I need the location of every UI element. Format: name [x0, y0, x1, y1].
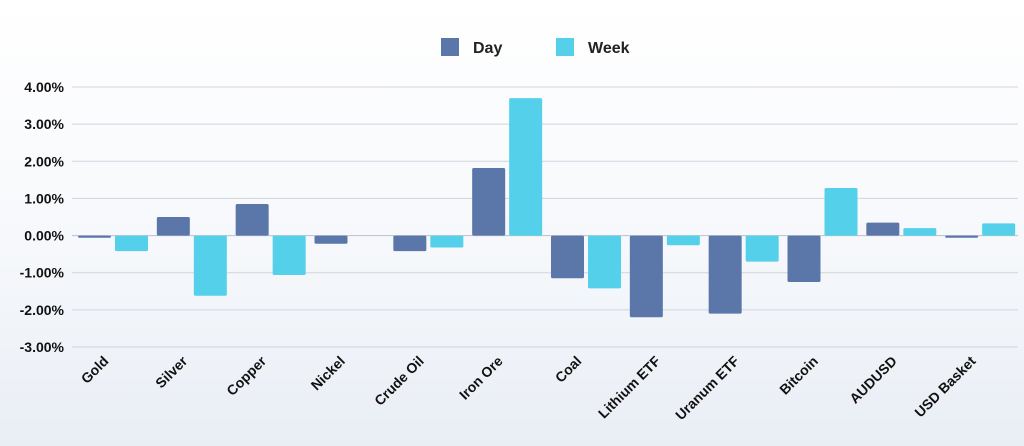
x-tick-label: Iron Ore [456, 353, 506, 403]
bar-week-bitcoin [824, 188, 858, 236]
x-tick-label: Bitcoin [776, 353, 821, 398]
bar-day-gold [78, 235, 111, 238]
x-tick-label: Crude Oil [371, 353, 427, 409]
bar-day-lithium-etf [629, 235, 663, 318]
bar-day-silver [156, 217, 190, 236]
bar-day-uranum-etf [708, 235, 742, 314]
bar-day-iron-ore [472, 167, 506, 236]
x-tick-label: Gold [78, 353, 112, 387]
x-tick-label: Nickel [308, 353, 348, 393]
y-tick-label: 2.00% [24, 153, 64, 169]
x-tick-label: Copper [223, 352, 269, 398]
bar-week-crude-oil [430, 235, 464, 248]
bar-week-audusd [903, 228, 937, 236]
x-tick-label: AUDUSD [846, 353, 900, 407]
x-tick-label: Lithium ETF [595, 353, 664, 422]
y-tick-label: 4.00% [24, 79, 64, 95]
x-tick-label: USD Basket [911, 353, 979, 421]
x-tick-label: Coal [552, 353, 585, 386]
gridlines [72, 86, 1018, 348]
legend-swatch-day [441, 38, 459, 56]
bar-week-iron-ore [509, 98, 543, 236]
legend-swatch-week [556, 38, 574, 56]
bar-day-copper [235, 204, 269, 236]
y-tick-label: -3.00% [20, 339, 65, 355]
bar-week-coal [588, 235, 621, 289]
bar-day-crude-oil [393, 235, 427, 252]
bar-week-copper [272, 235, 306, 275]
x-tick-label: Uranum ETF [672, 352, 742, 422]
x-axis: Gold Silver Copper Nickel Crude Oil Iron Ore C… [78, 352, 979, 423]
y-tick-label: 3.00% [24, 116, 64, 132]
bar-day-bitcoin [787, 235, 821, 282]
y-tick-label: 1.00% [24, 190, 64, 206]
bars [78, 98, 1016, 318]
y-axis: 4.00% 3.00% 2.00% 1.00% 0.00% -1.00% -2.00% -3.… [20, 79, 65, 355]
bar-week-silver [193, 235, 227, 296]
y-tick-label: 0.00% [24, 228, 64, 244]
legend: Day Week [441, 38, 630, 57]
bar-day-usd-basket [945, 235, 979, 238]
bar-week-gold [115, 235, 148, 252]
bar-day-audusd [866, 222, 900, 236]
legend-label-day: Day [473, 40, 502, 57]
bar-week-usd-basket [982, 223, 1016, 236]
y-tick-label: -1.00% [20, 265, 65, 281]
legend-label-week: Week [588, 40, 630, 57]
x-tick-label: Silver [152, 352, 191, 391]
bar-day-coal [551, 235, 584, 279]
bar-week-lithium-etf [666, 235, 700, 246]
bar-day-nickel [314, 235, 348, 244]
bar-week-uranum-etf [745, 235, 779, 262]
y-tick-label: -2.00% [20, 302, 65, 318]
